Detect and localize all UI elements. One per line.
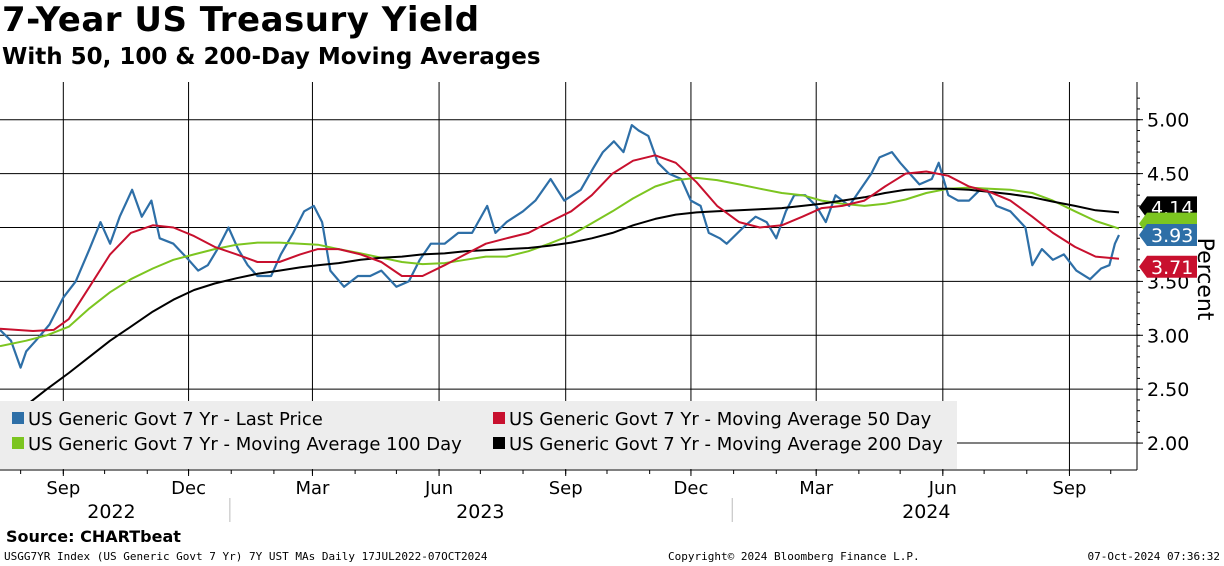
y-tick-label: 2.00	[1147, 433, 1189, 455]
legend-background	[0, 401, 957, 469]
badge-shape	[1139, 224, 1197, 247]
series-line-ma50	[0, 154, 1120, 332]
x-tick-label: Sep	[46, 478, 80, 499]
x-tick-label: Sep	[1052, 478, 1086, 499]
footer-copyright: Copyright© 2024 Bloomberg Finance L.P.	[668, 550, 920, 563]
series-line-ma100	[0, 176, 1120, 348]
y-axis-title: Percent	[1192, 238, 1217, 321]
footer-ticker-info: USGG7YR Index (US Generic Govt 7 Yr) 7Y …	[4, 550, 488, 563]
badge-value: 3.93	[1151, 225, 1193, 247]
y-tick-label: 4.50	[1147, 164, 1189, 186]
chart-subtitle: With 50, 100 & 200-Day Moving Averages	[2, 44, 541, 70]
source-note: Source: CHARTbeat	[6, 527, 181, 546]
legend-label: US Generic Govt 7 Yr - Last Price	[28, 409, 323, 430]
footer-timestamp: 07-Oct-2024 07:36:32	[1087, 550, 1220, 563]
legend-swatch	[493, 437, 505, 449]
y-tick-label: 5.00	[1147, 110, 1189, 132]
x-tick-label: Mar	[799, 478, 834, 499]
x-tick-label: Mar	[295, 478, 330, 499]
legend-swatch	[12, 412, 24, 424]
legend: US Generic Govt 7 Yr - Last Price US Gene…	[0, 401, 957, 469]
x-tick-label: Sep	[549, 478, 583, 499]
series-line-last-price	[0, 123, 1120, 369]
year-label: 2024	[902, 501, 950, 523]
x-tick-label: Jun	[424, 478, 453, 499]
y-tick-label: 3.00	[1147, 325, 1189, 347]
x-tick-label: Dec	[171, 478, 206, 499]
last-value-badge-last-price: 3.93	[1139, 224, 1197, 247]
year-label: 2023	[456, 501, 504, 523]
chart-title: 7-Year US Treasury Yield	[2, 0, 480, 40]
legend-label: US Generic Govt 7 Yr - Moving Average 10…	[28, 434, 462, 455]
badge-shape	[1139, 255, 1197, 278]
year-label: 2022	[87, 501, 135, 523]
legend-label: US Generic Govt 7 Yr - Moving Average 50…	[509, 409, 932, 430]
x-tick-label: Dec	[674, 478, 709, 499]
y-tick-label: 2.50	[1147, 379, 1189, 401]
legend-swatch	[12, 437, 24, 449]
legend-label: US Generic Govt 7 Yr - Moving Average 20…	[509, 434, 943, 455]
legend-swatch	[493, 412, 505, 424]
series-line-ma200	[0, 187, 1120, 423]
badge-value: 3.71	[1151, 257, 1193, 279]
x-tick-label: Jun	[928, 478, 957, 499]
last-value-badge-ma50: 3.71	[1139, 255, 1197, 279]
